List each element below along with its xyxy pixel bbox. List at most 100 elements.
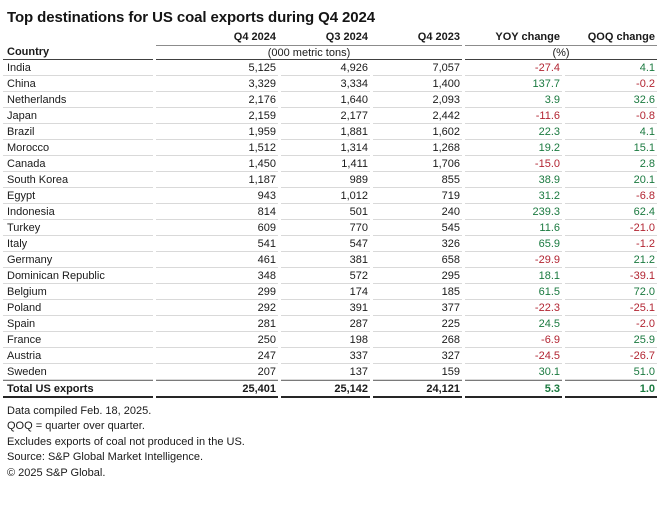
- tons-value-cell: 989: [281, 172, 370, 188]
- country-cell: Sweden: [3, 364, 153, 380]
- tons-value-cell: 287: [281, 316, 370, 332]
- tons-value-cell: 5,125: [156, 60, 278, 76]
- country-cell: Indonesia: [3, 204, 153, 220]
- yoy-change-cell: 61.5: [465, 284, 562, 300]
- country-cell: Spain: [3, 316, 153, 332]
- qoq-change-cell: 25.9: [565, 332, 657, 348]
- tons-value-cell: 268: [373, 332, 462, 348]
- footnote-exclusions: Excludes exports of coal not produced in…: [7, 435, 245, 448]
- tons-value-cell: 2,177: [281, 108, 370, 124]
- footnotes: Data compiled Feb. 18, 2025. QOQ = quart…: [7, 404, 660, 481]
- qoq-change-cell: -0.8: [565, 108, 657, 124]
- country-cell: Canada: [3, 156, 153, 172]
- tons-value-cell: 609: [156, 220, 278, 236]
- tons-value-cell: 24,121: [373, 380, 462, 398]
- total-row: Total US exports 25,401 25,142 24,121 5.3 1.0: [3, 380, 657, 398]
- tons-value-cell: 4,926: [281, 60, 370, 76]
- tons-value-cell: 770: [281, 220, 370, 236]
- total-label-cell: Total US exports: [3, 380, 153, 398]
- tons-value-cell: 198: [281, 332, 370, 348]
- qoq-change-cell: 4.1: [565, 60, 657, 76]
- tons-value-cell: 207: [156, 364, 278, 380]
- tons-value-cell: 292: [156, 300, 278, 316]
- tons-value-cell: 1,881: [281, 124, 370, 140]
- footnote-qoq-definition: QOQ = quarter over quarter.: [7, 420, 145, 433]
- tons-value-cell: 1,411: [281, 156, 370, 172]
- table-row: Germany 461 381 658 -29.9 21.2: [3, 252, 657, 268]
- tons-value-cell: 855: [373, 172, 462, 188]
- table-row: Dominican Republic 348 572 295 18.1 -39.1: [3, 268, 657, 284]
- tons-value-cell: 295: [373, 268, 462, 284]
- tons-value-cell: 25,142: [281, 380, 370, 398]
- table-title: Top destinations for US coal exports dur…: [7, 9, 376, 26]
- tons-value-cell: 1,959: [156, 124, 278, 140]
- country-cell: Brazil: [3, 124, 153, 140]
- country-cell: Japan: [3, 108, 153, 124]
- qoq-change-cell: 15.1: [565, 140, 657, 156]
- country-cell: Turkey: [3, 220, 153, 236]
- qoq-change-cell: 72.0: [565, 284, 657, 300]
- yoy-change-cell: 30.1: [465, 364, 562, 380]
- table-row: Poland 292 391 377 -22.3 -25.1: [3, 300, 657, 316]
- tons-value-cell: 658: [373, 252, 462, 268]
- table-row: France 250 198 268 -6.9 25.9: [3, 332, 657, 348]
- country-cell: Germany: [3, 252, 153, 268]
- country-cell: Austria: [3, 348, 153, 364]
- table-row: Egypt 943 1,012 719 31.2 -6.8: [3, 188, 657, 204]
- tons-value-cell: 299: [156, 284, 278, 300]
- tons-value-cell: 391: [281, 300, 370, 316]
- table-header: Q4 2024 Q3 2024 Q4 2023 YOY change QOQ c…: [3, 30, 657, 60]
- country-cell: Egypt: [3, 188, 153, 204]
- tons-value-cell: 1,512: [156, 140, 278, 156]
- tons-value-cell: 1,314: [281, 140, 370, 156]
- yoy-change-cell: 239.3: [465, 204, 562, 220]
- tons-value-cell: 3,329: [156, 76, 278, 92]
- tons-value-cell: 240: [373, 204, 462, 220]
- header-q3-2024: Q3 2024: [325, 31, 368, 43]
- tons-value-cell: 461: [156, 252, 278, 268]
- tons-value-cell: 25,401: [156, 380, 278, 398]
- country-cell: Netherlands: [3, 92, 153, 108]
- tons-value-cell: 2,176: [156, 92, 278, 108]
- yoy-change-cell: -15.0: [465, 156, 562, 172]
- table-row: Sweden 207 137 159 30.1 51.0: [3, 364, 657, 380]
- tons-value-cell: 225: [373, 316, 462, 332]
- qoq-change-cell: -21.0: [565, 220, 657, 236]
- table-row: China 3,329 3,334 1,400 137.7 -0.2: [3, 76, 657, 92]
- tons-value-cell: 943: [156, 188, 278, 204]
- tons-value-cell: 547: [281, 236, 370, 252]
- header-yoy-change: YOY change: [495, 31, 560, 43]
- country-cell: Poland: [3, 300, 153, 316]
- header-q4-2024: Q4 2024: [233, 31, 276, 43]
- tons-value-cell: 1,268: [373, 140, 462, 156]
- yoy-change-cell: 31.2: [465, 188, 562, 204]
- yoy-change-cell: 19.2: [465, 140, 562, 156]
- qoq-change-cell: -25.1: [565, 300, 657, 316]
- tons-value-cell: 281: [156, 316, 278, 332]
- qoq-change-cell: -26.7: [565, 348, 657, 364]
- table-row: Japan 2,159 2,177 2,442 -11.6 -0.8: [3, 108, 657, 124]
- header-qoq-change: QOQ change: [587, 31, 655, 43]
- qoq-change-cell: 51.0: [565, 364, 657, 380]
- footnote-source: Source: S&P Global Market Intelligence.: [7, 451, 204, 464]
- qoq-change-cell: -1.2: [565, 236, 657, 252]
- tons-value-cell: 377: [373, 300, 462, 316]
- yoy-change-cell: -29.9: [465, 252, 562, 268]
- table-row: South Korea 1,187 989 855 38.9 20.1: [3, 172, 657, 188]
- table-row: Italy 541 547 326 65.9 -1.2: [3, 236, 657, 252]
- qoq-change-cell: -2.0: [565, 316, 657, 332]
- country-cell: China: [3, 76, 153, 92]
- country-cell: South Korea: [3, 172, 153, 188]
- table-row: Canada 1,450 1,411 1,706 -15.0 2.8: [3, 156, 657, 172]
- footnote-compiled: Data compiled Feb. 18, 2025.: [7, 405, 152, 417]
- header-spacer: [3, 30, 153, 45]
- tons-value-cell: 326: [373, 236, 462, 252]
- tons-value-cell: 7,057: [373, 60, 462, 76]
- yoy-change-cell: -6.9: [465, 332, 562, 348]
- tons-value-cell: 1,400: [373, 76, 462, 92]
- qoq-change-cell: -39.1: [565, 268, 657, 284]
- table-row: Turkey 609 770 545 11.6 -21.0: [3, 220, 657, 236]
- yoy-change-cell: 3.9: [465, 92, 562, 108]
- qoq-change-cell: 20.1: [565, 172, 657, 188]
